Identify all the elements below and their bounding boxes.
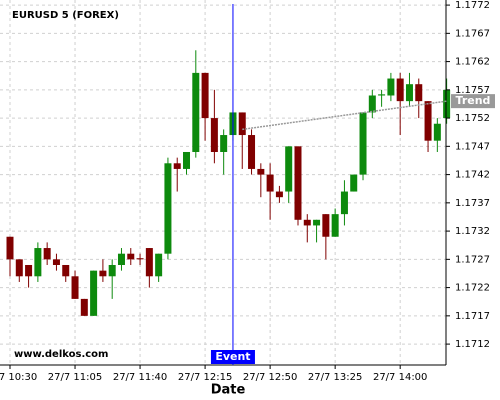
y-tick-label: 1.1732 (455, 226, 490, 237)
event-label: Event (215, 350, 250, 363)
y-tick-label: 1.1742 (455, 170, 490, 181)
candle-body (108, 264, 116, 277)
candle-body (136, 258, 144, 260)
y-tick-label: 1.1762 (455, 57, 490, 68)
chart-title: EURUSD 5 (FOREX) (12, 10, 119, 21)
x-tick-label: 27/7 11:40 (113, 372, 167, 383)
candle-body (405, 84, 413, 102)
watermark: www.delkos.com (14, 349, 108, 360)
candle-body (164, 163, 172, 254)
x-tick-label: 27/7 12:50 (243, 372, 297, 383)
candle-body (43, 248, 51, 260)
x-axis-label: Date (211, 383, 246, 398)
candle-body (387, 78, 395, 96)
candle-body (80, 298, 88, 316)
candle-body (415, 84, 423, 102)
candle-body (257, 168, 265, 175)
trend-line (242, 100, 447, 131)
candle-body (210, 118, 218, 152)
candle-body (275, 191, 283, 198)
x-tick-label: 27/7 11:05 (48, 372, 102, 383)
y-tick-label: 1.1767 (455, 28, 490, 39)
y-tick-label: 1.1747 (455, 141, 490, 152)
y-tick-label: 1.1722 (455, 283, 490, 294)
candle-body (313, 219, 321, 226)
candle-body (322, 214, 330, 237)
candle-body (340, 191, 348, 215)
trend-label-box (451, 94, 495, 109)
candle-body (303, 219, 311, 226)
candle-body (201, 72, 209, 119)
candle-body (368, 95, 376, 113)
trend-label: Trend (456, 94, 491, 107)
candle-body (238, 112, 246, 136)
candle-body (350, 174, 358, 192)
candle-body (25, 264, 33, 277)
candle-body (192, 72, 200, 152)
candle-body (173, 163, 181, 169)
y-tick-label: 1.1752 (455, 113, 490, 124)
candle-body (127, 253, 135, 260)
candle-body (220, 135, 228, 152)
x-tick-label: 27/7 13:25 (308, 372, 362, 383)
candle-body (294, 146, 302, 220)
y-tick-label: 1.1712 (455, 339, 490, 350)
candle-body (266, 174, 274, 192)
candle-body (443, 89, 451, 119)
candle-body (359, 112, 367, 175)
candle-body (90, 270, 98, 316)
candle-body (62, 264, 70, 277)
candle-body (155, 253, 163, 277)
y-tick-label: 1.1717 (455, 311, 490, 322)
candle-body (52, 259, 60, 265)
candle-body (145, 248, 153, 277)
candle-body (34, 248, 42, 277)
y-tick-label: 1.1757 (455, 85, 490, 96)
candle-body (424, 101, 432, 141)
candle-body (71, 276, 79, 299)
event-label-box (210, 350, 255, 364)
candle-body (15, 259, 23, 277)
candle-body (99, 270, 107, 277)
candle-body (117, 253, 125, 265)
candle-body (285, 146, 293, 192)
y-tick-label: 1.1772 (455, 0, 490, 11)
x-tick-label: 27/7 14:00 (373, 372, 427, 383)
candle-body (6, 236, 14, 260)
candle-body (248, 135, 256, 169)
candle-body (433, 123, 441, 141)
y-tick-label: 1.1727 (455, 254, 490, 265)
x-tick-label: 27/7 12:15 (178, 372, 232, 383)
candle-body (396, 78, 404, 102)
x-tick-label: 27/7 10:30 (0, 372, 37, 383)
candle-body (331, 214, 339, 237)
y-tick-label: 1.1737 (455, 198, 490, 209)
candle-body (183, 151, 191, 169)
candle-body (378, 94, 386, 96)
